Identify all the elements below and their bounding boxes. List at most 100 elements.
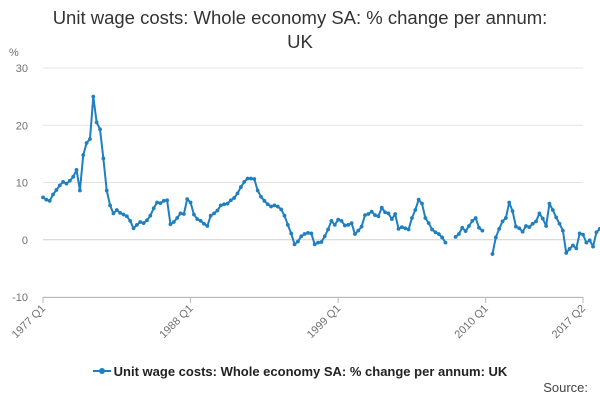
data-point[interactable] <box>309 231 314 236</box>
data-point[interactable] <box>175 216 180 220</box>
data-point[interactable] <box>564 251 569 255</box>
data-point[interactable] <box>168 222 173 227</box>
data-point[interactable] <box>302 232 307 236</box>
data-point[interactable] <box>554 215 559 220</box>
data-point[interactable] <box>306 230 310 235</box>
data-point[interactable] <box>202 221 206 226</box>
data-point[interactable] <box>181 212 186 216</box>
data-point[interactable] <box>379 205 384 210</box>
data-point[interactable] <box>225 201 230 206</box>
data-point[interactable] <box>430 227 434 232</box>
data-point[interactable] <box>84 141 89 145</box>
data-point[interactable] <box>41 195 45 200</box>
data-point[interactable] <box>44 197 49 202</box>
data-point[interactable] <box>171 220 176 224</box>
data-point[interactable] <box>537 211 542 216</box>
data-point[interactable] <box>98 127 102 132</box>
data-point[interactable] <box>255 188 260 193</box>
data-point[interactable] <box>329 218 334 223</box>
data-point[interactable] <box>346 222 351 227</box>
data-point[interactable] <box>363 213 367 218</box>
data-point[interactable] <box>497 226 502 231</box>
data-point[interactable] <box>477 225 481 230</box>
data-point[interactable] <box>192 212 196 217</box>
data-point[interactable] <box>275 204 280 209</box>
data-point[interactable] <box>524 224 528 228</box>
data-point[interactable] <box>467 224 471 228</box>
data-point[interactable] <box>259 194 263 199</box>
data-point[interactable] <box>594 230 599 235</box>
data-point[interactable] <box>500 219 505 224</box>
data-point[interactable] <box>342 223 347 228</box>
data-point[interactable] <box>272 203 277 208</box>
data-point[interactable] <box>242 180 247 184</box>
data-point[interactable] <box>131 226 136 231</box>
data-point[interactable] <box>205 224 210 228</box>
data-point[interactable] <box>383 210 388 215</box>
data-point[interactable] <box>480 228 485 233</box>
data-point[interactable] <box>279 207 284 212</box>
data-point[interactable] <box>235 191 240 196</box>
data-point[interactable] <box>128 218 133 223</box>
data-point[interactable] <box>581 232 585 237</box>
data-point[interactable] <box>393 212 398 216</box>
data-point[interactable] <box>410 216 414 220</box>
data-point[interactable] <box>567 247 572 251</box>
data-point[interactable] <box>121 212 126 217</box>
data-point[interactable] <box>222 202 227 207</box>
data-point[interactable] <box>54 188 59 192</box>
data-point[interactable] <box>353 232 357 236</box>
data-point[interactable] <box>503 216 508 220</box>
data-point[interactable] <box>165 198 170 203</box>
data-point[interactable] <box>57 183 62 188</box>
data-point[interactable] <box>208 213 213 218</box>
data-point[interactable] <box>198 218 203 223</box>
data-point[interactable] <box>124 214 129 219</box>
data-point[interactable] <box>406 227 411 232</box>
data-point[interactable] <box>218 203 223 208</box>
data-point[interactable] <box>534 219 538 224</box>
data-point[interactable] <box>74 168 79 172</box>
data-point[interactable] <box>574 246 579 251</box>
data-point[interactable] <box>510 209 515 214</box>
data-point[interactable] <box>262 198 267 203</box>
data-point[interactable] <box>597 226 600 231</box>
data-point[interactable] <box>114 208 119 212</box>
data-point[interactable] <box>540 216 545 221</box>
data-point[interactable] <box>71 174 76 179</box>
data-point[interactable] <box>376 214 381 219</box>
data-point[interactable] <box>460 225 465 230</box>
data-point[interactable] <box>185 197 190 202</box>
data-point[interactable] <box>527 225 532 230</box>
data-point[interactable] <box>94 120 99 125</box>
data-point[interactable] <box>238 185 243 189</box>
data-point[interactable] <box>232 196 237 200</box>
data-point[interactable] <box>349 221 354 226</box>
data-point[interactable] <box>457 232 461 236</box>
data-point[interactable] <box>141 221 146 226</box>
data-point[interactable] <box>571 243 575 248</box>
data-point[interactable] <box>108 203 112 208</box>
data-point[interactable] <box>138 220 143 224</box>
data-point[interactable] <box>440 235 445 240</box>
data-point[interactable] <box>584 240 589 245</box>
data-point[interactable] <box>403 226 408 231</box>
data-point[interactable] <box>178 211 183 216</box>
data-point[interactable] <box>88 137 92 141</box>
data-point[interactable] <box>493 235 498 240</box>
data-point[interactable] <box>463 229 468 234</box>
data-point[interactable] <box>507 200 512 205</box>
data-point[interactable] <box>155 200 159 205</box>
data-point[interactable] <box>557 221 562 226</box>
data-point[interactable] <box>282 213 287 218</box>
data-point[interactable] <box>292 242 297 247</box>
data-point[interactable] <box>473 216 478 220</box>
data-point[interactable] <box>118 210 123 215</box>
data-point[interactable] <box>158 201 163 206</box>
data-point[interactable] <box>104 188 109 193</box>
data-point[interactable] <box>148 213 153 218</box>
data-point[interactable] <box>426 221 431 226</box>
data-point[interactable] <box>111 211 116 216</box>
data-point[interactable] <box>416 197 421 202</box>
data-point[interactable] <box>312 242 317 247</box>
